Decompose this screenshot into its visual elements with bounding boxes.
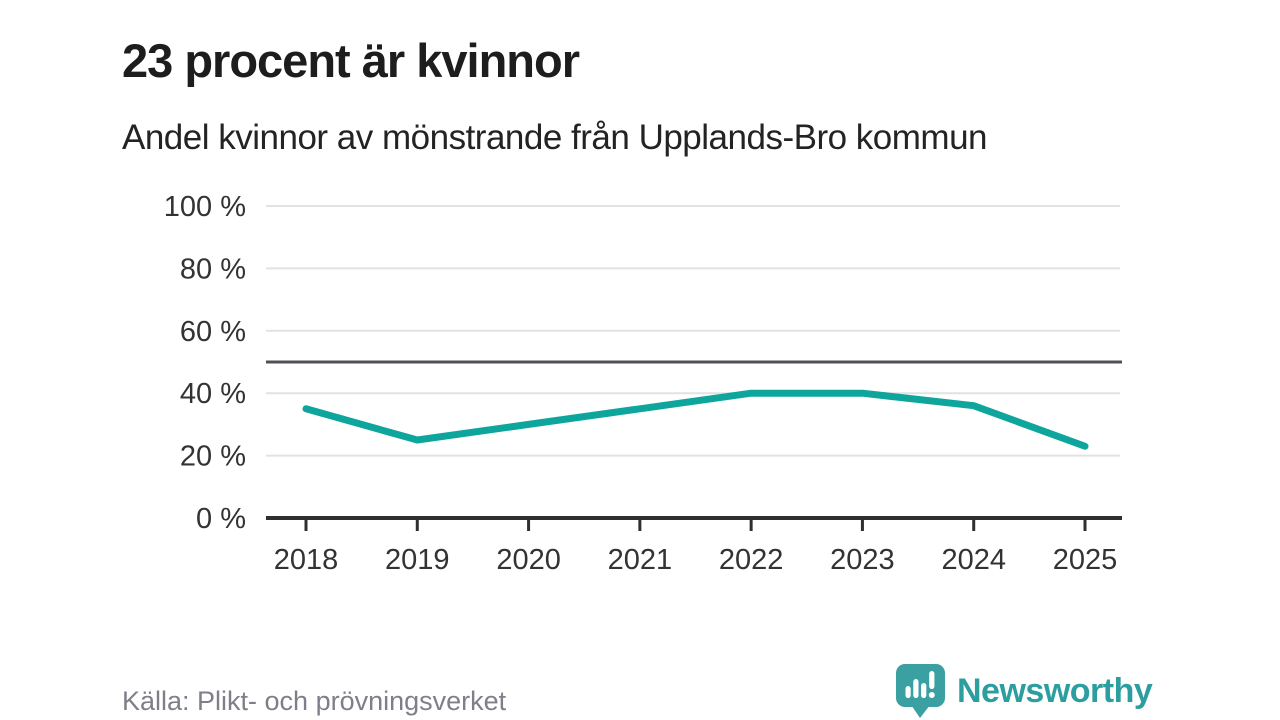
y-tick-label: 80 % (180, 253, 246, 285)
x-tick-label: 2022 (719, 544, 784, 576)
y-tick-label: 60 % (180, 316, 246, 348)
x-tick-label: 2019 (385, 544, 450, 576)
x-tick-label: 2021 (608, 544, 673, 576)
chart-subtitle: Andel kvinnor av mönstrande från Uppland… (122, 118, 988, 157)
data-line (302, 389, 1089, 450)
x-tick-label: 2025 (1053, 544, 1118, 576)
x-tick-label: 2023 (830, 544, 895, 576)
source-note: Källa: Plikt- och prövningsverket (122, 686, 507, 716)
y-tick-label: 0 % (196, 503, 246, 535)
x-tick-label: 2024 (941, 544, 1006, 576)
line-chart: 0 % 20 % 40 % 60 % 80 % 100 % 2018 2019 2020 2021… (164, 191, 1122, 576)
newsworthy-bar-chart-speech-bubble-icon (896, 664, 945, 718)
x-tick-label: 2018 (274, 544, 339, 576)
y-tick-label: 40 % (180, 378, 246, 410)
logo-text: Newsworthy (957, 671, 1153, 710)
x-tick-label: 2020 (496, 544, 561, 576)
y-tick-label: 100 % (164, 191, 246, 223)
chart-title: 23 procent är kvinnor (122, 34, 580, 88)
y-tick-label: 20 % (180, 441, 246, 473)
newsworthy-logo[interactable]: Newsworthy (894, 663, 1153, 719)
